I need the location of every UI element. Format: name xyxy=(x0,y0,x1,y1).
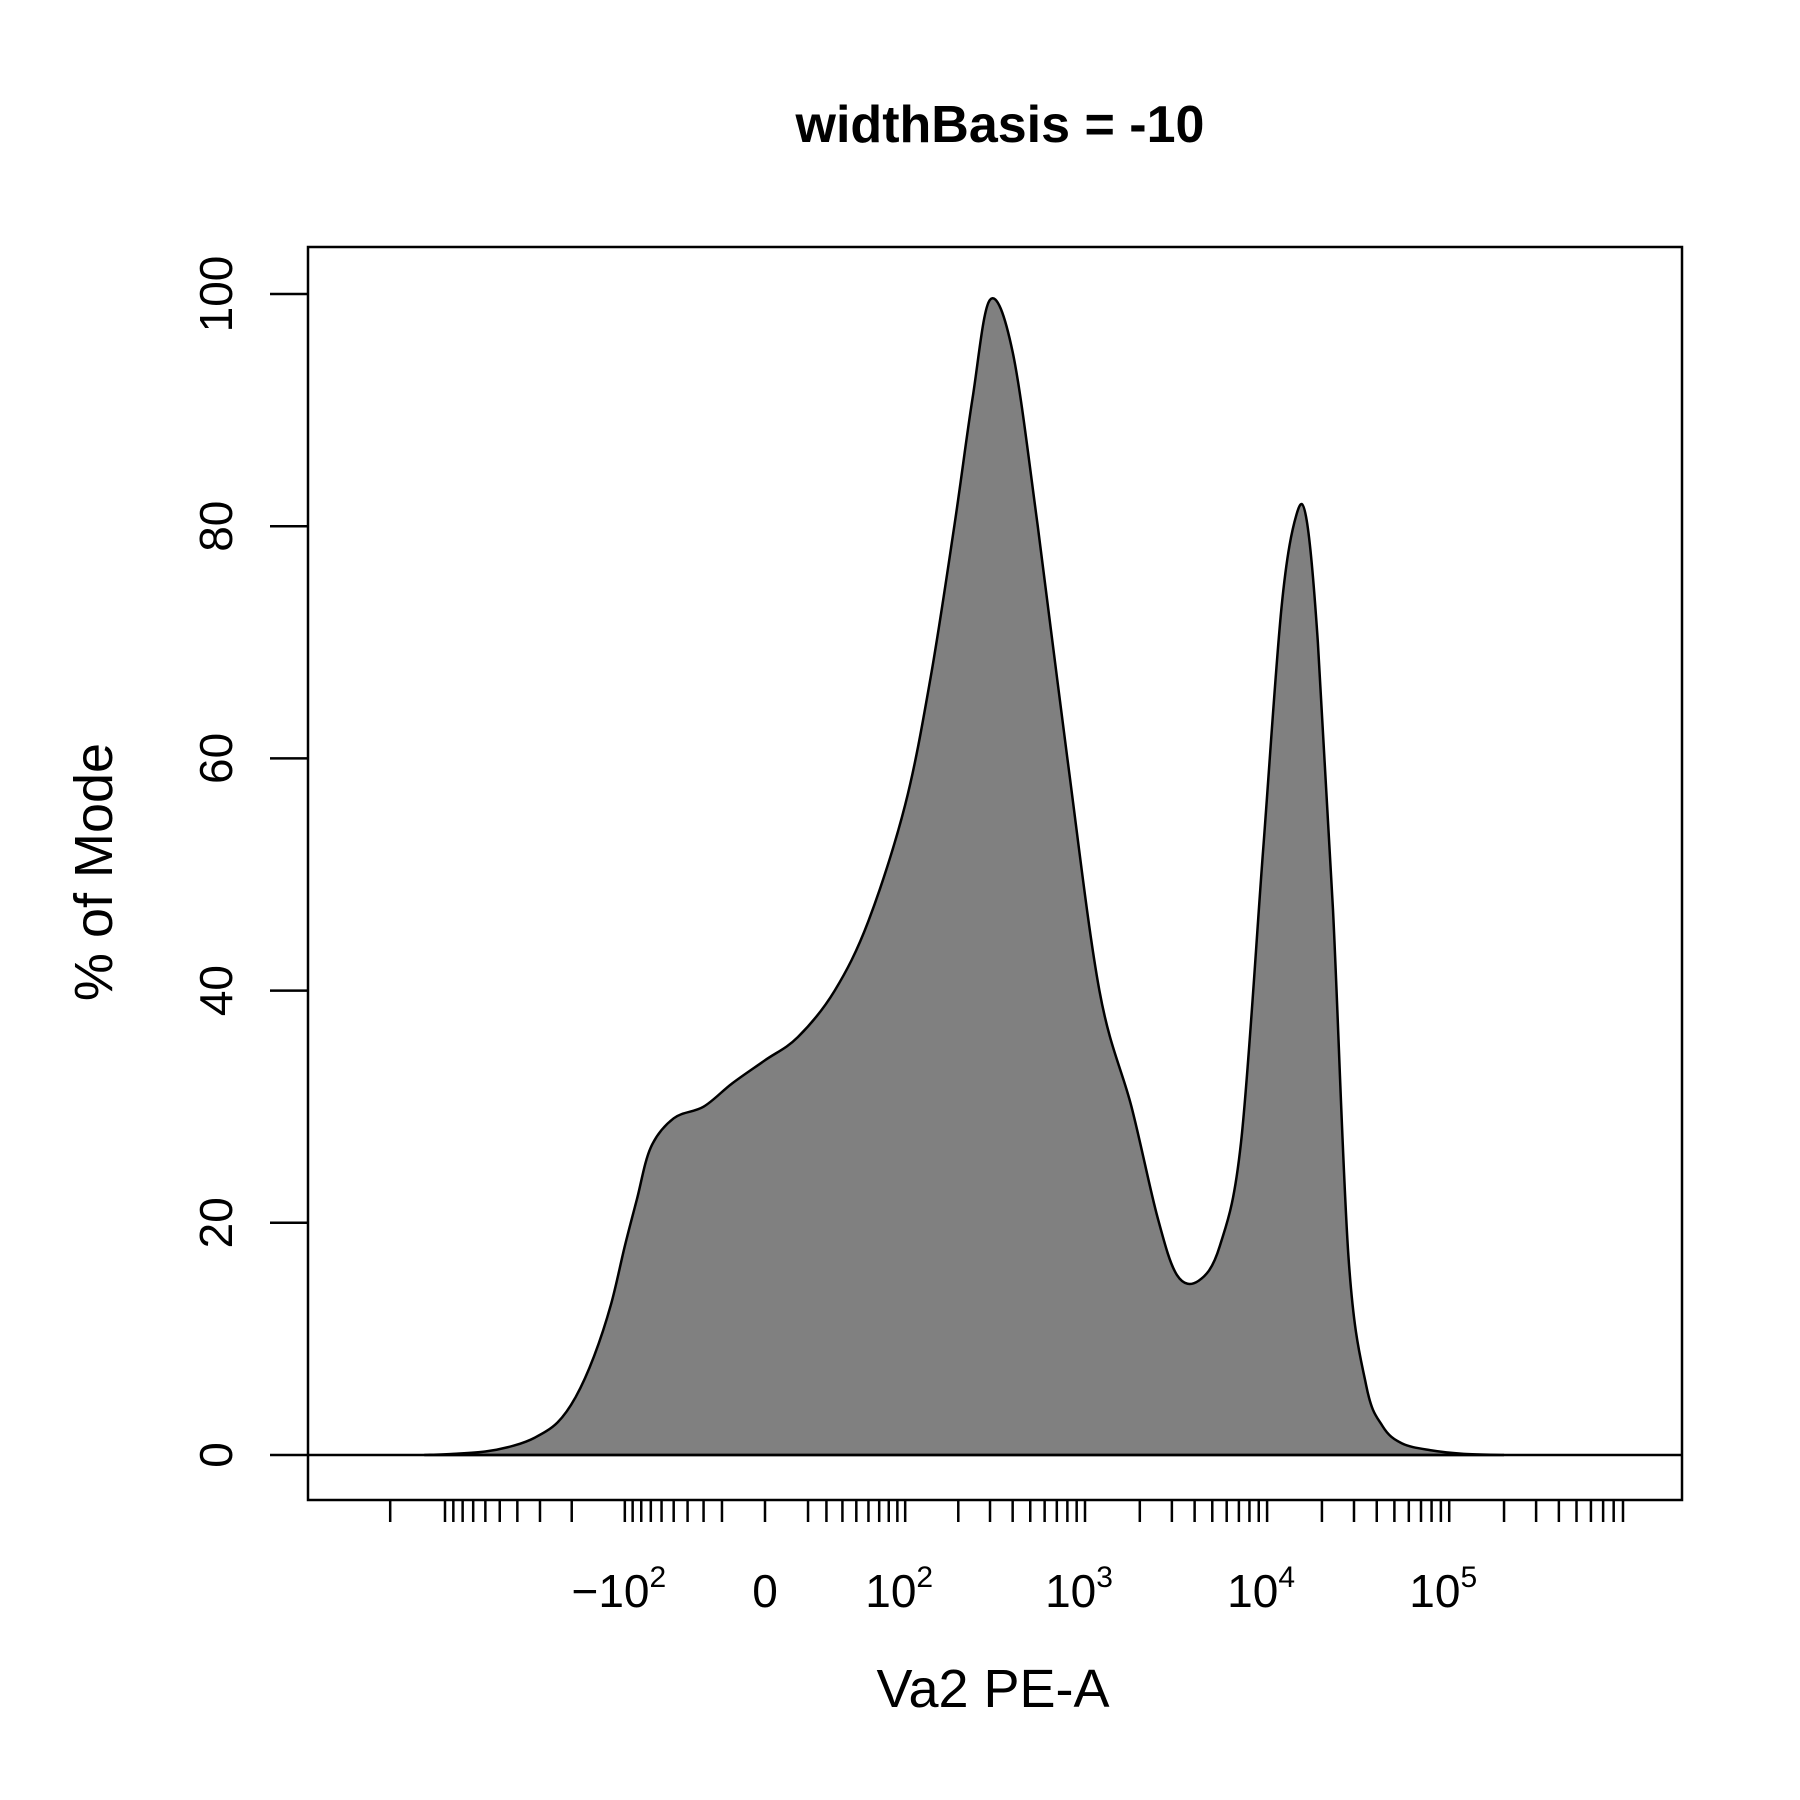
chart-title: widthBasis = -10 xyxy=(795,96,1205,154)
plot-area xyxy=(306,245,1684,1502)
y-tick-label: 60 xyxy=(190,733,242,784)
y-tick-label: 40 xyxy=(190,965,242,1016)
y-axis-label: % of Mode xyxy=(64,743,124,1001)
y-tick-label: 0 xyxy=(190,1442,242,1468)
y-tick-label: 20 xyxy=(190,1197,242,1248)
y-axis: 0 20 40 60 80 100 xyxy=(190,256,308,1468)
x-tick-label: 102 xyxy=(865,1561,933,1617)
x-tick-label: 104 xyxy=(1227,1561,1295,1617)
plot-frame xyxy=(306,245,1684,1502)
x-tick-label: 0 xyxy=(752,1565,778,1617)
y-tick-label: 100 xyxy=(190,256,242,333)
x-axis: −102 0 102 103 104 105 xyxy=(388,1500,1625,1617)
x-tick-label: 105 xyxy=(1409,1561,1477,1617)
x-tick-label: 103 xyxy=(1045,1561,1113,1617)
x-tick-label: −102 xyxy=(571,1561,666,1617)
density-area xyxy=(424,297,1505,1457)
y-tick-label: 80 xyxy=(190,501,242,552)
x-axis-label: Va2 PE-A xyxy=(876,1659,1109,1719)
